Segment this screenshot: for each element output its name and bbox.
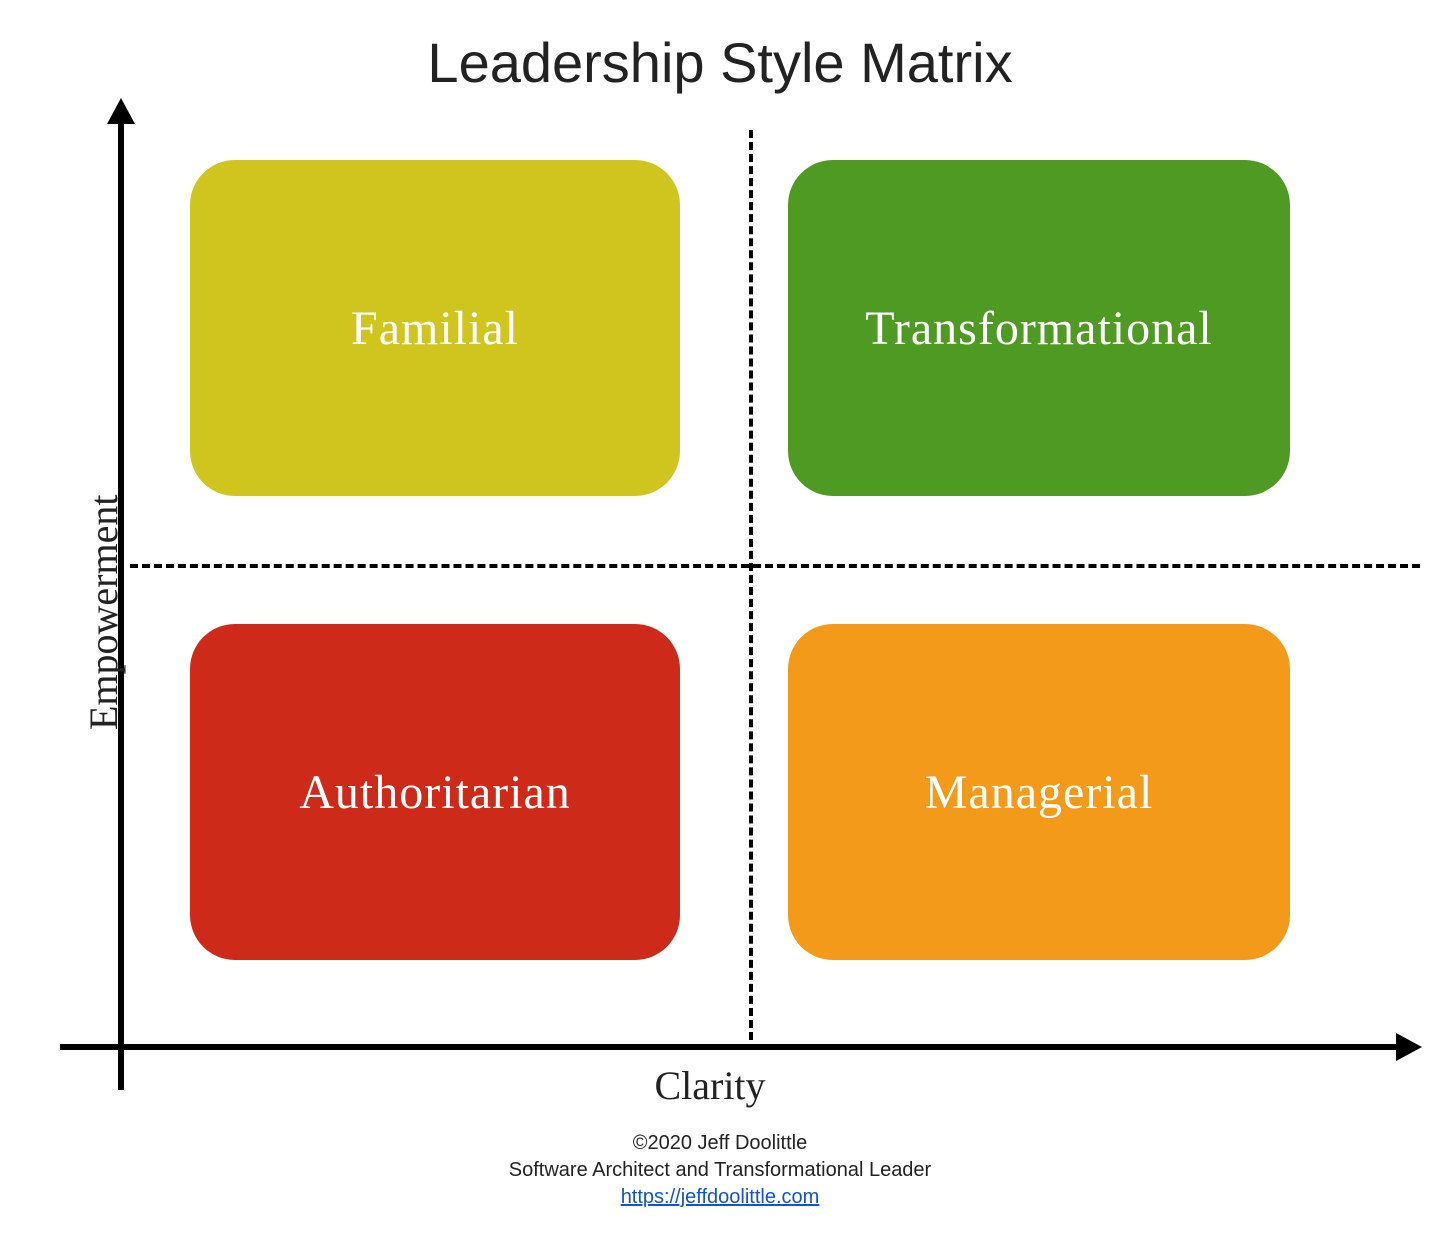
x-axis-arrow-icon [1396,1033,1422,1061]
footer-link[interactable]: https://jeffdoolittle.com [621,1186,820,1208]
y-axis-arrow-icon [107,98,135,124]
quadrant-label: Authoritarian [299,765,571,820]
x-axis-label: Clarity [600,1062,820,1109]
footer-copyright: ©2020 Jeff Doolittle [0,1130,1440,1157]
diagram-canvas: Leadership Style Matrix Familial Transfo… [0,0,1440,1237]
quadrant-label: Managerial [925,765,1154,820]
y-axis-label: Empowerment [80,495,127,731]
quadrant-familial: Familial [190,160,680,496]
quadrant-authoritarian: Authoritarian [190,624,680,960]
footer-tagline: Software Architect and Transformational … [0,1157,1440,1184]
quadrant-label: Familial [351,301,519,356]
vertical-divider [749,130,753,1040]
x-axis-line [60,1044,1400,1050]
quadrant-transformational: Transformational [788,160,1290,496]
diagram-title: Leadership Style Matrix [0,30,1440,95]
horizontal-divider [130,564,1420,568]
footer: ©2020 Jeff Doolittle Software Architect … [0,1130,1440,1211]
quadrant-managerial: Managerial [788,624,1290,960]
quadrant-label: Transformational [865,301,1213,356]
